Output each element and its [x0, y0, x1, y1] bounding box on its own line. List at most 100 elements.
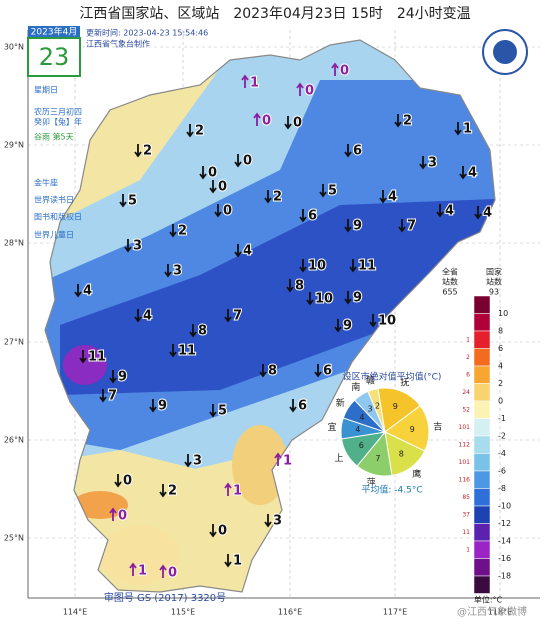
station-arrow	[264, 514, 272, 528]
station-value: 9	[158, 399, 167, 414]
maker: 江西省气象台制作	[86, 39, 150, 49]
station-arrow	[119, 194, 127, 208]
legend-count: 101	[459, 424, 471, 431]
lon-label: 114°E	[63, 608, 87, 617]
station-arrow	[264, 190, 272, 204]
legend-count: 1	[466, 546, 470, 553]
pie-label: 赣	[366, 375, 375, 387]
calendar: 2023年4月 23	[27, 26, 81, 77]
station-arrow	[134, 144, 142, 158]
legend-swatch	[473, 453, 491, 472]
legend-swatch	[473, 330, 491, 349]
legend-level: 0	[498, 397, 503, 406]
station-arrow	[184, 454, 192, 468]
legend-level: -16	[498, 554, 511, 563]
pie-value: 2	[375, 401, 380, 410]
station-value: 3	[133, 239, 142, 254]
legend-count: 11	[462, 529, 470, 536]
station-arrow	[109, 507, 117, 521]
approval: 审图号 GS (2017) 3320号	[104, 591, 226, 604]
legend-swatch	[473, 348, 491, 367]
lat-label: 30°N	[4, 43, 24, 52]
calendar-line: 癸卯【兔】年	[34, 117, 82, 127]
legend-count: 116	[459, 476, 471, 483]
station-arrow	[169, 224, 177, 238]
pie-value: 9	[393, 402, 398, 411]
legend-level: -12	[498, 519, 511, 528]
pie-value: 4	[355, 425, 360, 434]
station-arrow	[74, 284, 82, 298]
legend-swatch	[473, 505, 491, 524]
axes: 30°N 29°N 28°N 27°N 26°N 25°N 114°E 115°E 116°E 1…	[4, 43, 512, 617]
station-arrow	[334, 319, 342, 333]
station-value: 0	[223, 204, 232, 219]
station-arrow	[289, 399, 297, 413]
station-value: 5	[218, 404, 227, 419]
legend-level: -8	[498, 484, 506, 493]
station-arrow	[259, 364, 267, 378]
station-arrow	[159, 564, 167, 578]
station-value: 3	[273, 514, 282, 529]
legend-total: 全省	[442, 267, 458, 277]
lon-label: 117°E	[383, 608, 407, 617]
station-arrow	[79, 350, 87, 364]
legend-count: 101	[459, 459, 471, 466]
station-value: 10	[308, 259, 326, 274]
legend-level: -4	[498, 449, 506, 458]
station-arrow	[296, 82, 304, 96]
station-value: 5	[328, 184, 337, 199]
station-arrow	[253, 112, 261, 126]
station-value: 1	[283, 454, 292, 469]
station-value: 9	[343, 319, 352, 334]
legend-unit: 单位:°C	[474, 595, 503, 605]
station-value: 1	[233, 484, 242, 499]
station-value: 4	[243, 244, 252, 259]
legend-count: 2	[466, 354, 470, 361]
legend-swatch	[473, 365, 491, 384]
station-value: 3	[193, 454, 202, 469]
station-value: 8	[268, 364, 277, 379]
station-arrow	[99, 389, 107, 403]
legend-swatch	[473, 383, 491, 402]
station-value: 10	[315, 292, 333, 307]
station-value: 2	[273, 190, 282, 205]
station-value: 11	[358, 259, 376, 274]
station-arrow	[199, 166, 207, 180]
station-arrow	[314, 364, 322, 378]
legend: 10 8 6 4 2 0 -1 -2 -4 -6 -8 -10 -12 -14 -16 -18 1 2 6 24 52 1…	[442, 267, 511, 605]
calendar-line: 农历三月初四	[34, 107, 82, 117]
station-value: 6	[298, 399, 307, 414]
station-arrow	[286, 279, 294, 293]
station-arrow	[164, 264, 172, 278]
legend-swatch	[473, 488, 491, 507]
station-value: 0	[118, 509, 127, 524]
calendar-line: 世界儿童日	[34, 230, 74, 240]
pie-label: 抚	[400, 376, 409, 388]
station-arrow	[159, 484, 167, 498]
station-arrow	[319, 184, 327, 198]
station-value: 0	[340, 64, 349, 79]
station-arrow	[241, 74, 249, 88]
pie-wedge	[377, 387, 421, 433]
station-value: 6	[353, 144, 362, 159]
legend-swatch	[473, 295, 491, 314]
station-value: 7	[407, 219, 416, 234]
legend-level: 4	[498, 362, 503, 371]
station-arrow	[224, 309, 232, 323]
legend-count: 6	[466, 371, 470, 378]
station-value: 11	[88, 350, 106, 365]
station-value: 7	[233, 309, 242, 324]
station-value: 3	[173, 264, 182, 279]
station-value: 2	[178, 224, 187, 239]
legend-count: 85	[462, 494, 470, 501]
station-arrow	[369, 314, 377, 328]
pie-average: 平均值: -4.5°C	[361, 484, 422, 496]
legend-swatch	[473, 400, 491, 419]
pie-value: 6	[359, 441, 364, 450]
legend-level: -1	[498, 414, 506, 423]
station-arrow	[299, 259, 307, 273]
legend-count: 112	[459, 441, 471, 448]
